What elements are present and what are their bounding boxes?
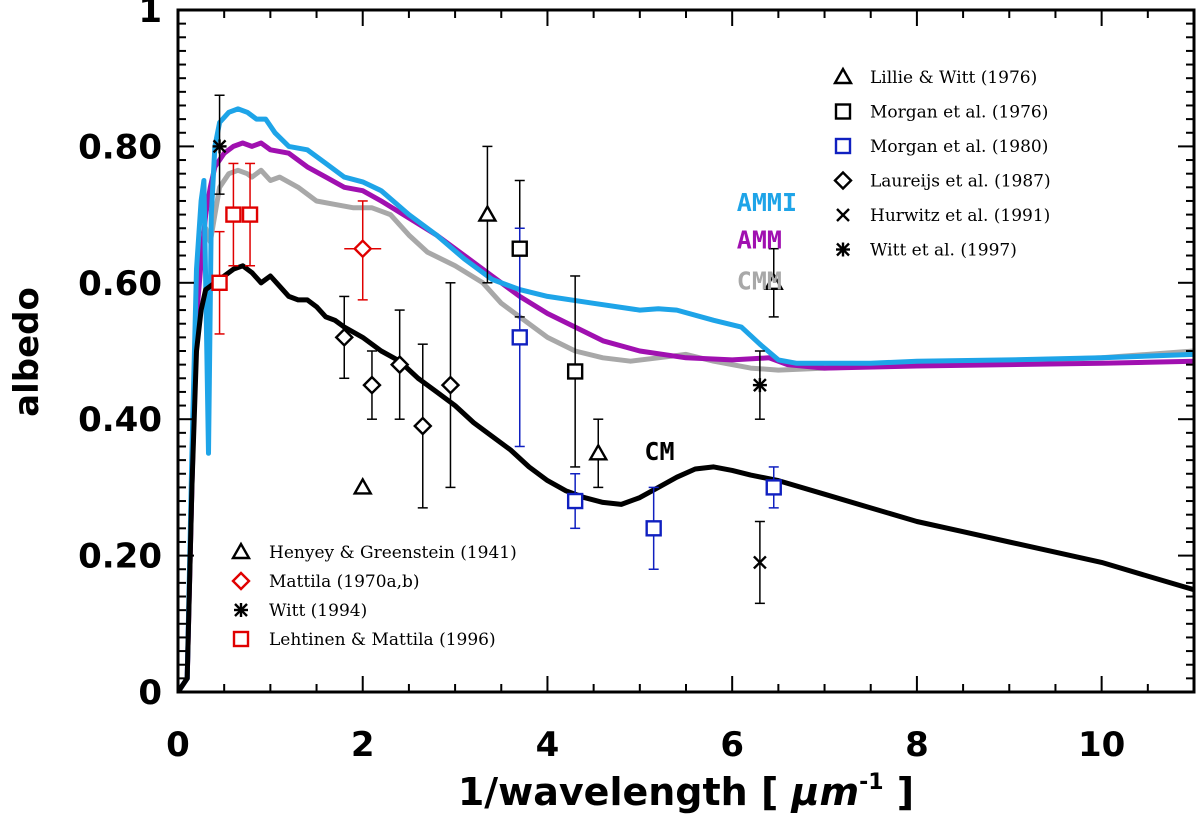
point-lehtinen-mattila-1996 bbox=[225, 206, 242, 223]
legend-label: Witt et al. (1997) bbox=[870, 241, 1017, 261]
legend-entry: Lillie & Witt (1976) bbox=[832, 66, 1037, 88]
point-morgan-et-al-1980 bbox=[645, 520, 662, 537]
observation-markers bbox=[211, 139, 784, 570]
legend-top-right: Lillie & Witt (1976) Morgan et al. (1976)… bbox=[832, 66, 1051, 261]
legend-marker-square bbox=[834, 137, 852, 155]
x-tick-label: 2 bbox=[351, 725, 375, 765]
legend-bottom-left: Henyey & Greenstein (1941) Mattila (1970a… bbox=[230, 541, 517, 650]
point-morgan-et-al-1980 bbox=[566, 492, 584, 510]
point-hurwitz-et-al-1991 bbox=[753, 555, 767, 570]
legend-marker-square bbox=[834, 103, 852, 120]
legend-marker-triangle bbox=[230, 541, 252, 560]
observation-error-bars bbox=[214, 94, 779, 605]
legend-label: Lillie & Witt (1976) bbox=[870, 68, 1037, 88]
point-laureijs-et-al-1987 bbox=[389, 354, 410, 375]
x-tick-label: 10 bbox=[1078, 725, 1125, 765]
point-lillie-witt-1976 bbox=[763, 272, 784, 290]
curve-label-ammi: AMMI bbox=[737, 188, 797, 217]
point-lillie-witt-1976 bbox=[588, 442, 609, 461]
legend-label: Mattila (1970a,b) bbox=[269, 572, 420, 592]
y-axis-label: albedo bbox=[7, 287, 47, 417]
curve-label-cmm: CMM bbox=[737, 267, 782, 296]
point-laureijs-et-al-1987 bbox=[413, 416, 433, 436]
curve-label-amm: AMM bbox=[737, 226, 782, 255]
point-morgan-et-al-1980 bbox=[511, 329, 528, 346]
x-axis-label: 1/wavelength [ μm-1 ] bbox=[458, 770, 914, 814]
legend-entry: Mattila (1970a,b) bbox=[231, 571, 420, 592]
y-tick-label: 0 bbox=[138, 673, 162, 713]
x-tick-label: 0 bbox=[166, 725, 190, 765]
legend-entry: Lehtinen & Mattila (1996) bbox=[232, 630, 496, 650]
point-laureijs-et-al-1987 bbox=[334, 327, 354, 348]
point-mattila-1970a-b bbox=[353, 239, 373, 259]
legend-marker-cross bbox=[836, 208, 850, 222]
curve-label-cm: CM bbox=[644, 437, 674, 466]
y-tick-label: 0.20 bbox=[78, 537, 162, 577]
x-axis-label-exponent: -1 bbox=[859, 770, 883, 795]
curve-labels: AMMI AMM CMM CM bbox=[644, 188, 797, 466]
y-tick-label: 0.80 bbox=[78, 127, 162, 167]
legend-label: Hurwitz et al. (1991) bbox=[870, 206, 1050, 226]
legend-label: Laureijs et al. (1987) bbox=[870, 172, 1051, 192]
point-morgan-et-al-1976 bbox=[566, 363, 584, 380]
legend-marker-asterisk bbox=[234, 603, 248, 617]
point-morgan-et-al-1980 bbox=[765, 479, 782, 496]
legend-marker-asterisk bbox=[836, 242, 850, 257]
point-morgan-et-al-1976 bbox=[511, 240, 528, 257]
curve-cm bbox=[178, 263, 1194, 692]
legend-label: Morgan et al. (1976) bbox=[870, 103, 1048, 123]
curve-cmm bbox=[178, 167, 1194, 692]
point-laureijs-et-al-1987 bbox=[440, 375, 461, 395]
point-henyey-greenstein-1941 bbox=[352, 476, 373, 495]
tick-labels: 0 2 4 6 8 10 0 0.20 0.40 0.60 0.80 1 bbox=[78, 0, 1125, 765]
legend-marker-triangle bbox=[832, 66, 854, 85]
x-tick-label: 4 bbox=[536, 725, 560, 765]
legend-entry: Witt et al. (1997) bbox=[836, 241, 1017, 261]
legend-label: Witt (1994) bbox=[269, 601, 367, 621]
point-laureijs-et-al-1987 bbox=[362, 375, 382, 395]
legend-marker-diamond bbox=[833, 170, 853, 191]
y-tick-label: 0.40 bbox=[78, 400, 162, 440]
legend-entry: Henyey & Greenstein (1941) bbox=[230, 541, 517, 563]
legend-entry: Laureijs et al. (1987) bbox=[833, 170, 1051, 192]
curve-ammi bbox=[178, 106, 1194, 692]
legend-marker-square bbox=[232, 630, 250, 648]
point-lehtinen-mattila-1996 bbox=[211, 274, 228, 291]
legend-label: Henyey & Greenstein (1941) bbox=[269, 543, 517, 563]
y-tick-label: 0.60 bbox=[78, 264, 162, 304]
legend-entry: Morgan et al. (1976) bbox=[834, 103, 1048, 123]
point-lillie-witt-1976 bbox=[477, 204, 498, 222]
legend-entry: Morgan et al. (1980) bbox=[834, 137, 1048, 157]
model-curves bbox=[178, 106, 1194, 692]
legend-entry: Hurwitz et al. (1991) bbox=[836, 206, 1050, 226]
legends: Lillie & Witt (1976) Morgan et al. (1976)… bbox=[230, 66, 1051, 650]
point-lehtinen-mattila-1996 bbox=[241, 206, 259, 223]
x-axis-label-main: 1/wavelength [ bbox=[458, 770, 792, 814]
legend-entry: Witt (1994) bbox=[234, 601, 367, 621]
y-tick-label: 1 bbox=[138, 0, 162, 31]
legend-label: Morgan et al. (1980) bbox=[870, 137, 1048, 157]
x-tick-label: 6 bbox=[720, 725, 744, 765]
x-axis-label-unit: μm bbox=[790, 770, 860, 814]
legend-label: Lehtinen & Mattila (1996) bbox=[269, 630, 496, 650]
axis-ticks bbox=[177, 9, 1195, 693]
legend-marker-diamond bbox=[231, 571, 251, 591]
x-axis-label-close: ] bbox=[884, 770, 915, 814]
point-witt-1994 bbox=[212, 139, 227, 154]
point-witt-et-al-1997 bbox=[752, 378, 767, 393]
x-tick-label: 8 bbox=[905, 725, 929, 765]
